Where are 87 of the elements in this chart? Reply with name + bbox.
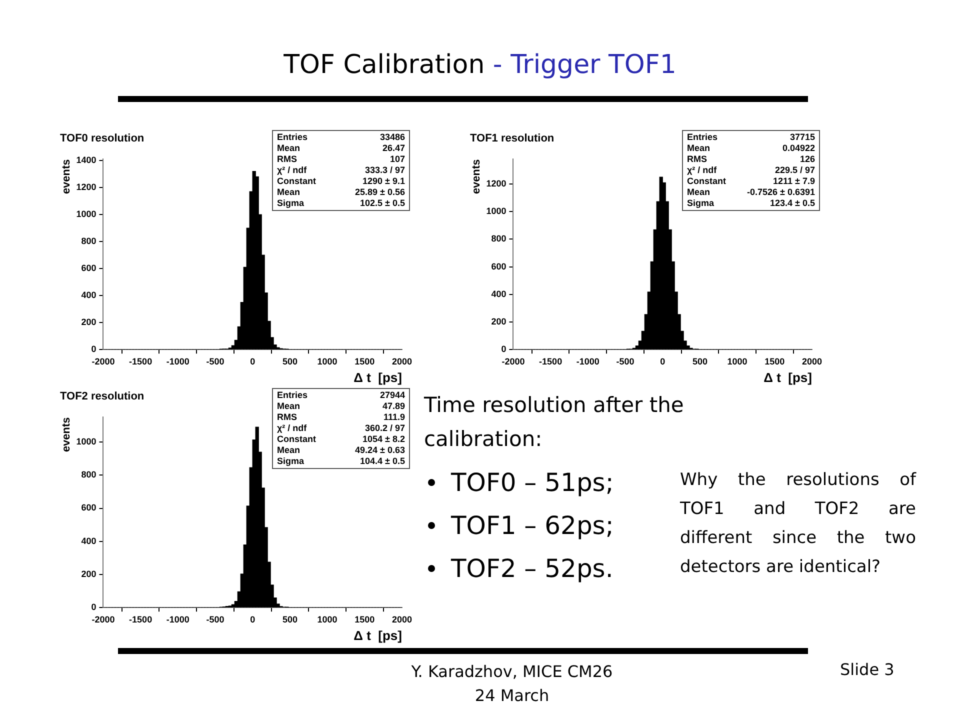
- y-tick-label: 0: [501, 344, 506, 354]
- text: Entries 37715: [687, 132, 815, 142]
- y-tick-label: 1000: [486, 206, 506, 216]
- y-axis-title: events: [60, 417, 73, 452]
- x-tick-label: -1500: [129, 614, 152, 624]
- x-tick-label: -2000: [92, 614, 115, 624]
- y-tick-label: 1000: [76, 209, 96, 220]
- text: Sigma 102.5 ± 0.5: [277, 198, 405, 208]
- y-tick-label: 200: [491, 316, 506, 326]
- chart-title: TOF2 resolution: [60, 390, 144, 403]
- y-axis-title: events: [60, 159, 73, 194]
- text: Mean 25.89 ± 0.56: [277, 187, 405, 197]
- x-tick-label: 1000: [317, 614, 338, 624]
- x-axis-title: Δ t [ps]: [354, 628, 402, 643]
- x-tick-label: 0: [660, 356, 666, 366]
- x-tick-label: -2000: [502, 356, 525, 366]
- text: TOF0 – 51ps;: [451, 468, 614, 497]
- chart-title: TOF0 resolution: [60, 132, 144, 145]
- x-tick-label: -500: [616, 356, 634, 366]
- y-tick-label: 1400: [76, 155, 96, 166]
- x-tick-label: -1000: [166, 356, 190, 366]
- text: Mean 47.89: [277, 401, 405, 411]
- x-tick-label: 2000: [802, 356, 822, 366]
- text: Constant 1211 ± 7.9: [687, 176, 815, 186]
- text: TOF Calibration: [284, 50, 485, 80]
- x-tick-label: 1000: [727, 356, 748, 366]
- x-axis-title: Δ t [ps]: [354, 370, 402, 385]
- chart-title: TOF1 resolution: [470, 132, 554, 145]
- y-tick-label: 200: [81, 317, 96, 328]
- text: χ² / ndf 229.5 / 97: [687, 165, 815, 175]
- x-tick-label: -1500: [129, 356, 152, 366]
- text: Y. Karadzhov, MICE CM26 24 March: [410, 661, 614, 707]
- x-tick-label: 2000: [392, 356, 412, 366]
- x-tick-label: 2000: [392, 614, 412, 624]
- x-tick-label: 500: [692, 356, 708, 366]
- x-tick-label: -500: [206, 614, 224, 624]
- text: TOF2 – 52ps.: [451, 554, 614, 583]
- text: Entries 33486: [277, 132, 405, 142]
- y-tick-label: 200: [81, 568, 96, 579]
- text: Time resolution after the calibration:: [424, 392, 685, 453]
- text: Constant 1290 ± 9.1: [277, 176, 405, 186]
- y-axis-title: events: [470, 159, 483, 194]
- x-tick-label: -500: [206, 356, 224, 366]
- x-tick-label: 0: [250, 356, 256, 366]
- text: Entries 27944: [277, 390, 405, 400]
- text: Sigma 123.4 ± 0.5: [687, 198, 815, 208]
- text: Constant 1054 ± 8.2: [277, 434, 405, 444]
- text: χ² / ndf 333.3 / 97: [277, 165, 405, 175]
- y-tick-label: 600: [81, 502, 96, 513]
- y-tick-label: 600: [81, 263, 96, 274]
- y-tick-label: 400: [81, 290, 96, 300]
- x-tick-label: 500: [282, 614, 298, 624]
- x-tick-label: -1500: [539, 356, 562, 366]
- x-tick-label: 1500: [764, 356, 785, 366]
- text: χ² / ndf 360.2 / 97: [277, 423, 405, 433]
- y-tick-label: 1200: [76, 182, 96, 192]
- y-tick-label: 1000: [76, 436, 96, 447]
- text: Mean 26.47: [277, 143, 405, 153]
- x-tick-label: 500: [282, 356, 298, 366]
- x-tick-label: 0: [250, 614, 256, 624]
- y-tick-label: 0: [91, 344, 96, 354]
- x-tick-label: -2000: [92, 356, 115, 366]
- text: - Trigger TOF1: [492, 50, 676, 80]
- y-tick-label: 600: [491, 261, 506, 272]
- text: Sigma 104.4 ± 0.5: [277, 456, 405, 466]
- text: Mean 0.04922: [687, 143, 815, 153]
- y-tick-label: 400: [491, 288, 506, 299]
- y-tick-label: 800: [81, 470, 96, 480]
- text: RMS 111.9: [277, 412, 405, 422]
- y-tick-label: 800: [491, 234, 506, 244]
- y-tick-label: 1200: [486, 178, 506, 189]
- x-axis-title: Δ t [ps]: [764, 370, 812, 385]
- x-tick-label: -1000: [576, 356, 600, 366]
- text: RMS 126: [687, 154, 815, 164]
- text: TOF1 – 62ps;: [451, 511, 614, 540]
- y-tick-label: 800: [81, 236, 96, 246]
- y-tick-label: 400: [81, 536, 96, 546]
- y-tick-label: 0: [91, 602, 96, 612]
- x-tick-label: -1000: [166, 614, 190, 624]
- x-tick-label: 1500: [354, 614, 375, 624]
- text: Why the resolutions of TOF1 and TOF2 are different since the two detectors are identical?: [680, 469, 916, 579]
- x-tick-label: 1500: [354, 356, 375, 366]
- text: Mean -0.7526 ± 0.6391: [687, 187, 815, 197]
- text: Mean 49.24 ± 0.63: [277, 445, 405, 455]
- x-tick-label: 1000: [317, 356, 338, 366]
- text: RMS 107: [277, 154, 405, 164]
- text: Slide 3: [840, 660, 894, 679]
